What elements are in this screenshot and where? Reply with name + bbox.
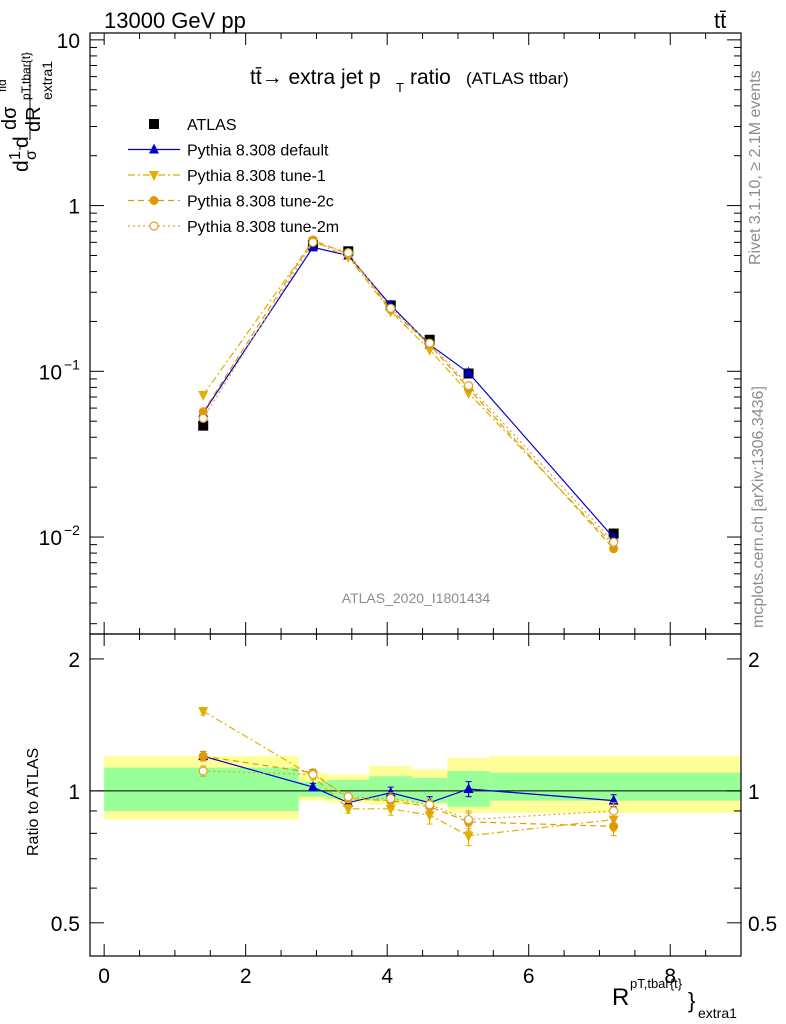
x-tick-label: 0: [98, 965, 110, 988]
series-1-ratio-point: [463, 782, 474, 793]
ratio-band-green: [489, 772, 741, 801]
main-ylabel: d 1 σ d dσ fid dR pT,tbar{t} extra1: [0, 52, 55, 172]
series-3-point: [609, 544, 619, 554]
rivet-label: Rivet 3.1.10, ≥ 2.1M events: [747, 70, 764, 265]
legend-label-3: Pythia 8.308 tune-2c: [187, 194, 334, 211]
series-3-ratio-point: [609, 821, 619, 831]
ylabel-fid: fid: [0, 79, 9, 92]
series-3-line: [202, 239, 615, 550]
series-4-ratio-point: [609, 806, 619, 816]
ratio-band-green: [327, 779, 370, 799]
y-tick-label: 1: [68, 196, 80, 219]
ratio-frame: [89, 633, 742, 957]
y-tick-label: 10: [39, 361, 62, 384]
ratio-y-tick-label: 1: [68, 781, 80, 804]
series-4-point: [386, 303, 396, 313]
legend-marker-4: [149, 221, 159, 231]
series-4-ratio-point: [198, 766, 208, 776]
ratio-y-tick-label-right: 0.5: [748, 913, 777, 936]
series-1-point: [463, 366, 474, 377]
series-4-ratio-point: [425, 800, 435, 810]
series-2-ratio-point: [343, 804, 354, 815]
ylabel-one: 1: [7, 151, 24, 160]
legend-marker-0: [149, 119, 159, 129]
ylabel-d2: d: [10, 136, 33, 148]
series-4-point: [198, 413, 208, 423]
y-tick-label-exp: −1: [64, 356, 80, 372]
series-2-ratio-point: [198, 707, 209, 718]
xlabel-brace: }: [688, 988, 695, 1013]
legend-marker-1: [149, 143, 159, 154]
series-0-point: [198, 420, 209, 431]
series-3-point: [198, 407, 208, 417]
ratio-y-tick-label-right: 2: [748, 649, 760, 672]
y-tick-label: 10: [39, 527, 62, 550]
legend-label-1: Pythia 8.308 default: [187, 143, 329, 160]
ylabel-dr-sub: extra1: [39, 61, 55, 100]
y-tick-label-exp: −2: [64, 522, 80, 538]
ratio-series: [198, 706, 619, 847]
ylabel-dsigma: dσ: [0, 106, 21, 130]
series-4-point: [609, 537, 619, 547]
legend-label-2: Pythia 8.308 tune-1: [187, 168, 326, 185]
series-1-line: [202, 246, 615, 539]
xlabel-sub: extra1: [698, 1005, 737, 1021]
legend: ATLAS Pythia 8.308 default Pythia 8.308 tu…: [128, 117, 339, 236]
plot-title-main: tt̄→ extra jet p: [250, 66, 381, 89]
ylabel-sigma: σ: [23, 150, 40, 160]
series-1-ratio-point: [307, 781, 318, 792]
series-2-point: [198, 390, 209, 401]
series-4-line: [202, 241, 615, 543]
legend-marker-3: [149, 196, 159, 205]
xlabel-sup: pT,tbar{t}: [630, 976, 683, 991]
series-4-ratio-point: [308, 769, 318, 780]
ratio-y-tick-label-right: 1: [748, 781, 760, 804]
ratio-ylabel: Ratio to ATLAS: [25, 748, 42, 856]
plot-title-sub: T: [396, 80, 404, 95]
x-tick-label: 8: [664, 965, 676, 988]
series-1-ratio-point: [608, 794, 619, 805]
legend-label-4: Pythia 8.308 tune-2m: [187, 219, 339, 236]
series-2-ratio-point: [463, 831, 474, 842]
x-tick-label: 6: [523, 965, 535, 988]
series-4-point: [425, 338, 435, 348]
series-2-ratio-point: [385, 804, 396, 815]
ratio-bands: [104, 756, 741, 820]
xlabel-main: R: [612, 984, 629, 1011]
ratio-y-tick-label: 2: [68, 649, 80, 672]
series-3-ratio-point: [198, 751, 208, 761]
process-label: tt̄: [714, 8, 726, 33]
series-4-point: [308, 237, 318, 247]
ylabel-d: d: [10, 160, 33, 172]
series-4-ratio-point: [343, 792, 353, 802]
ylabel-dr: dR: [23, 106, 45, 132]
legend-marker-2: [149, 171, 159, 181]
plot-title-tail: ratio: [410, 66, 451, 89]
plot-title: tt̄→ extra jet p T ratio (ATLAS ttbar): [250, 66, 569, 95]
series-4-point: [463, 380, 474, 391]
ylabel-dr-sup: pT,tbar{t}: [19, 52, 33, 100]
x-tick-label: 2: [240, 965, 252, 988]
xlabel: R pT,tbar{t} extra1 }: [612, 976, 737, 1021]
x-tick-label: 4: [381, 965, 393, 988]
series-2-ratio-point: [424, 811, 435, 822]
series-4-point: [343, 248, 353, 258]
ratio-y-tick-label: 0.5: [51, 913, 80, 936]
beam-label: 13000 GeV pp: [104, 8, 246, 33]
series-4-ratio-point: [386, 794, 396, 804]
y-tick-label: 10: [57, 30, 80, 53]
main-series: [198, 235, 619, 554]
series-2-line: [202, 240, 615, 546]
legend-label-0: ATLAS: [187, 117, 237, 134]
analysis-id: ATLAS_2020_I1801434: [342, 590, 491, 606]
plot-title-paren: (ATLAS ttbar): [466, 69, 569, 88]
plot-frames: [89, 32, 742, 957]
source-label: mcplots.cern.ch [arXiv:1306.3436]: [750, 386, 767, 628]
series-4-ratio-point: [463, 814, 474, 825]
